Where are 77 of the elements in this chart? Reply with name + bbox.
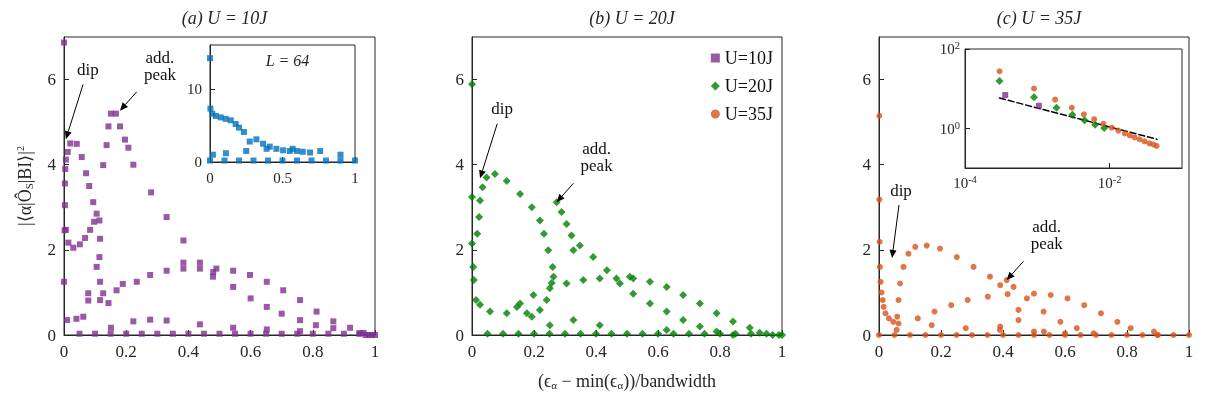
x-tick-label: 0.8 <box>302 342 324 361</box>
point <box>222 150 229 157</box>
point <box>246 138 253 145</box>
annotation: add. peak <box>1029 217 1064 254</box>
y-tick-label: 10 <box>187 80 202 97</box>
point <box>236 157 242 164</box>
x-tick-label: 0.6 <box>239 342 262 361</box>
point <box>250 157 257 164</box>
x-tick-label: 0.4 <box>992 342 1015 361</box>
x-tick-label: 0.6 <box>1054 342 1076 361</box>
point <box>207 55 213 62</box>
annotation: dip <box>889 180 913 200</box>
x-tick-label: 1 <box>351 169 359 186</box>
y-axis-title: |⟨α|ÔS|BI⟩|2 <box>13 146 35 226</box>
y-tick-label: 4 <box>862 155 872 175</box>
y-tick-label: 10$^{0}$ <box>939 119 960 137</box>
annotation: dip <box>490 98 514 118</box>
y-tick-label: 0 <box>862 325 871 345</box>
x-tick-label: 1 <box>1184 342 1194 361</box>
annotation: add. peak <box>579 139 614 176</box>
x-tick-label: 10$^{-2}$ <box>1097 173 1122 191</box>
x-tick-label: 10$^{-4}$ <box>953 173 978 191</box>
point <box>227 117 234 124</box>
y-tick-label: 6 <box>455 70 464 90</box>
chart-title: (c) U = 35J <box>996 8 1083 29</box>
x-tick-label: 0.2 <box>115 342 137 361</box>
y-tick-label: 4 <box>455 155 465 175</box>
point <box>209 151 216 158</box>
y-tick-label: 2 <box>47 240 56 260</box>
y-tick-label: 10$^{2}$ <box>939 39 960 58</box>
point <box>337 151 344 158</box>
x-tick-label: 0 <box>59 342 69 361</box>
point <box>323 157 329 164</box>
y-tick-label: 6 <box>862 70 871 90</box>
point <box>294 157 300 164</box>
point <box>243 148 250 155</box>
legend-label: U=20J <box>724 76 773 96</box>
y-tick-label: 6 <box>47 70 56 90</box>
point <box>317 148 324 155</box>
x-tick-label: 1 <box>370 342 380 361</box>
point <box>236 124 242 131</box>
x-tick-label: 0 <box>874 342 884 361</box>
chart-title: L = 64 <box>264 51 310 69</box>
y-tick-label: 0 <box>455 325 464 345</box>
x-tick-label: 0.4 <box>177 342 200 361</box>
x-tick-label: 0.2 <box>930 342 952 361</box>
point <box>307 149 314 156</box>
x-tick-label: 0.6 <box>647 342 669 361</box>
x-tick-label: 0 <box>206 169 214 186</box>
point <box>253 136 260 143</box>
chart-title: (a) U = 10J <box>181 8 269 29</box>
point <box>260 140 267 147</box>
point <box>337 157 344 164</box>
x-tick-label: 1 <box>777 342 787 361</box>
point <box>299 148 306 155</box>
legend-label: U=10J <box>724 48 773 68</box>
y-tick-label: 2 <box>455 240 464 260</box>
legend-label: U=35J <box>724 104 773 124</box>
y-tick-label: 0 <box>47 325 56 345</box>
annotation: dip <box>76 59 100 79</box>
x-tick-label: 0 <box>467 342 477 361</box>
chart-title: (b) U = 20J <box>589 8 676 29</box>
x-axis-title: (ϵα − min(ϵα))/bandwidth <box>537 370 717 392</box>
y-tick-label: 4 <box>47 155 57 175</box>
y-tick-label: 2 <box>862 240 871 260</box>
point <box>265 157 271 164</box>
x-tick-label: 0.5 <box>273 169 292 186</box>
x-tick-label: 0.2 <box>523 342 545 361</box>
point <box>221 157 228 164</box>
x-tick-label: 0.8 <box>1116 342 1138 361</box>
x-tick-label: 0.8 <box>709 342 731 361</box>
x-tick-label: 0.4 <box>585 342 608 361</box>
point <box>308 157 315 164</box>
point <box>280 147 287 154</box>
annotation: add. peak <box>142 47 177 84</box>
point <box>240 129 247 136</box>
point <box>273 145 280 152</box>
